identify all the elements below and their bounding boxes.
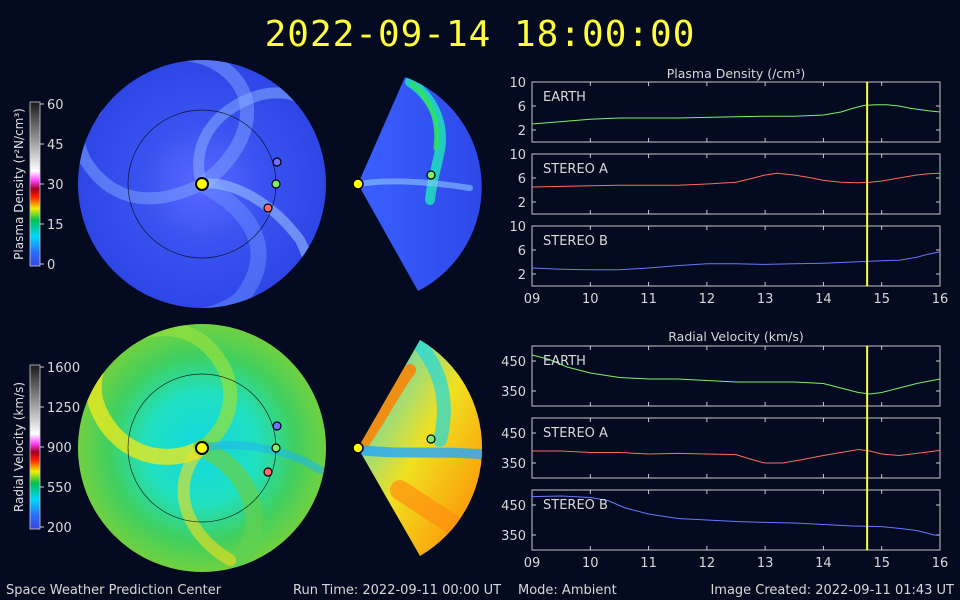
x-tick-label: 12	[699, 292, 716, 307]
x-tick-label: 13	[757, 292, 774, 307]
series-line-earth	[531, 354, 941, 395]
timestamp-title: 2022-09-14 18:00:00	[264, 14, 696, 55]
timeseries-panel-stereo-a: 10 6 2 STEREO A	[509, 148, 941, 215]
density-ecliptic-disk	[78, 60, 326, 308]
panel-frame	[531, 417, 941, 479]
footer-run-time: Run Time: 2022-09-11 00:00 UT	[293, 583, 502, 598]
stereo-b-icon	[272, 157, 282, 167]
stereo-a-icon	[263, 467, 273, 477]
density-timeseries-chart: Plasma Density (/cm³) 10 6 2 EARTH 10 6 2 STEREO…	[509, 66, 948, 307]
x-tick-label: 15	[873, 292, 890, 307]
sun-icon	[352, 178, 364, 190]
panel-label: STEREO B	[543, 498, 608, 513]
panel-label: EARTH	[543, 354, 586, 369]
x-tick-label: 15	[873, 556, 890, 571]
y-tick-label: 450	[501, 499, 526, 514]
velocity-colorbar-ticks: 1600 1250 900 550 200	[40, 361, 80, 536]
panel-label: STEREO A	[543, 426, 608, 441]
series-line-stereo-b	[531, 495, 941, 537]
colorbar-tick-label: 45	[47, 138, 64, 153]
y-tick-label: 6	[518, 100, 526, 115]
x-tick-label: 16	[932, 556, 949, 571]
density-colorbar-ticks: 60 45 30 15 0	[40, 98, 64, 273]
x-tick-label: 11	[640, 556, 657, 571]
x-tick-label: 13	[757, 556, 774, 571]
y-tick-label: 450	[501, 427, 526, 442]
timeseries-panel-stereo-b: 450 350 STEREO B	[501, 489, 941, 551]
timeseries-panel-stereo-a: 450 350 STEREO A	[501, 417, 941, 479]
timeseries-panel-earth: 450 350 EARTH	[501, 345, 941, 407]
density-colorbar-label: Plasma Density (r²N/cm³)	[12, 108, 26, 260]
panel-label: STEREO B	[543, 234, 608, 249]
sun-icon	[195, 177, 209, 191]
x-tick-label: 11	[640, 292, 657, 307]
velocity-colorbar: Radial Velocity (km/s) 1600 1250 900 550 200	[12, 361, 80, 536]
y-tick-label: 450	[501, 355, 526, 370]
x-tick-label: 09	[524, 556, 541, 571]
panel-frame	[531, 81, 941, 143]
x-tick-label: 09	[524, 292, 541, 307]
footer-image-created: Image Created: 2022-09-11 01:43 UT	[710, 583, 954, 598]
series-line-earth	[531, 104, 941, 125]
y-tick-label: 2	[518, 124, 526, 139]
chart-title: Radial Velocity (km/s)	[668, 329, 804, 344]
sun-icon	[352, 442, 364, 454]
x-tick-label: 14	[815, 292, 832, 307]
y-tick-label: 10	[509, 148, 526, 163]
y-tick-label: 350	[501, 529, 526, 544]
x-tick-label: 14	[815, 556, 832, 571]
earth-icon	[426, 434, 436, 444]
sun-icon	[195, 441, 209, 455]
stereo-b-icon	[272, 421, 282, 431]
earth-icon	[426, 170, 436, 180]
colorbar-tick-label: 1600	[47, 361, 80, 376]
stereo-a-icon	[263, 203, 273, 213]
y-tick-label: 10	[509, 220, 526, 235]
velocity-meridional-wedge	[352, 340, 483, 556]
velocity-colorbar-label: Radial Velocity (km/s)	[12, 382, 26, 512]
x-tick-label: 10	[582, 556, 599, 571]
y-tick-label: 350	[501, 385, 526, 400]
series-line-stereo-a	[531, 172, 941, 188]
panel-label: STEREO A	[543, 162, 608, 177]
earth-icon	[271, 179, 281, 189]
colorbar-tick-label: 900	[47, 441, 72, 456]
velocity-timeseries-chart: Radial Velocity (km/s) 450 350 EARTH 450 350 S…	[501, 329, 948, 571]
density-colorbar: Plasma Density (r²N/cm³) 60 45 30 15 0	[12, 98, 64, 273]
panel-frame	[531, 153, 941, 215]
earth-icon	[271, 443, 281, 453]
y-tick-label: 350	[501, 457, 526, 472]
panel-frame	[531, 489, 941, 551]
y-tick-label: 10	[509, 76, 526, 91]
timeseries-panel-stereo-b: 10 6 2 STEREO B	[509, 220, 941, 287]
colorbar-tick-label: 0	[47, 258, 55, 273]
colorbar-tick-label: 60	[47, 98, 64, 113]
panel-label: EARTH	[543, 90, 586, 105]
y-tick-label: 2	[518, 268, 526, 283]
y-tick-label: 2	[518, 196, 526, 211]
panel-frame	[531, 225, 941, 287]
y-tick-label: 6	[518, 172, 526, 187]
colorbar-tick-label: 1250	[47, 401, 80, 416]
footer-org: Space Weather Prediction Center	[6, 583, 222, 598]
x-tick-label: 12	[699, 556, 716, 571]
colorbar-tick-label: 30	[47, 178, 64, 193]
series-line-stereo-b	[531, 251, 941, 271]
series-line-stereo-a	[532, 448, 941, 464]
chart-title: Plasma Density (/cm³)	[667, 66, 806, 81]
velocity-ecliptic-disk	[78, 324, 326, 572]
y-tick-label: 6	[518, 244, 526, 259]
colorbar-tick-label: 15	[47, 218, 64, 233]
timeseries-panel-earth: 10 6 2 EARTH	[509, 76, 941, 143]
panel-frame	[531, 345, 941, 407]
colorbar-tick-label: 200	[47, 521, 72, 536]
x-tick-label: 16	[932, 292, 949, 307]
x-tick-label: 10	[582, 292, 599, 307]
density-meridional-wedge	[352, 77, 482, 291]
colorbar-tick-label: 550	[47, 481, 72, 496]
footer-mode: Mode: Ambient	[518, 583, 617, 598]
